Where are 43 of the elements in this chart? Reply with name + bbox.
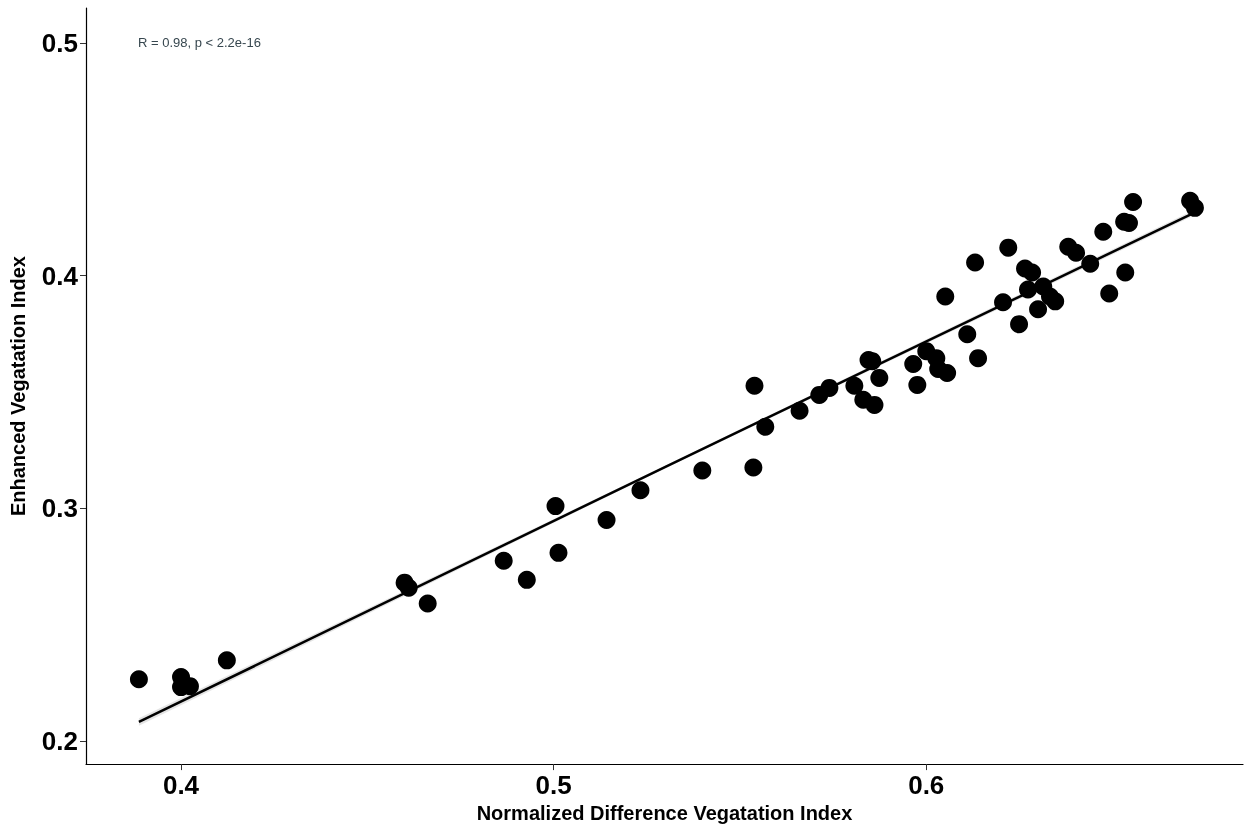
point xyxy=(870,368,889,387)
annotation: R = 0.98, p < 2.2e-16 xyxy=(138,35,261,50)
point xyxy=(1100,284,1119,303)
point xyxy=(958,325,977,344)
y-tick-label: 0.5 xyxy=(41,27,78,58)
y-tick-label: 0.3 xyxy=(41,493,78,524)
point xyxy=(1010,315,1029,334)
point xyxy=(597,511,616,530)
x-tick-label: 0.6 xyxy=(908,770,945,801)
point xyxy=(1185,198,1204,217)
point xyxy=(1023,263,1042,282)
point xyxy=(744,458,763,477)
point xyxy=(546,497,565,516)
point xyxy=(418,594,437,613)
point xyxy=(966,253,985,272)
point xyxy=(969,349,988,368)
y-tick-label: 0.2 xyxy=(41,725,78,756)
point xyxy=(517,570,536,589)
point xyxy=(129,670,148,689)
point xyxy=(936,287,955,306)
point xyxy=(631,481,650,500)
point xyxy=(745,376,764,395)
point xyxy=(693,461,712,480)
point xyxy=(217,651,236,670)
y-axis-title: Enhanced Vegatation Index xyxy=(7,256,29,517)
y-tick-label: 0.4 xyxy=(41,260,79,291)
x-axis-title: Normalized Difference Vegatation Index xyxy=(476,802,853,824)
point xyxy=(1124,193,1143,212)
point xyxy=(904,354,923,373)
point xyxy=(938,364,957,383)
point xyxy=(845,376,864,395)
point xyxy=(1094,222,1113,241)
point xyxy=(908,375,927,394)
point xyxy=(494,551,513,570)
x-tick-label: 0.4 xyxy=(162,770,200,801)
point xyxy=(1029,300,1048,319)
x-tick-label: 0.5 xyxy=(535,770,572,801)
point xyxy=(1046,292,1065,311)
point xyxy=(1067,243,1086,262)
point xyxy=(865,395,884,414)
point xyxy=(999,238,1018,257)
point xyxy=(1116,263,1135,282)
point xyxy=(549,543,568,562)
